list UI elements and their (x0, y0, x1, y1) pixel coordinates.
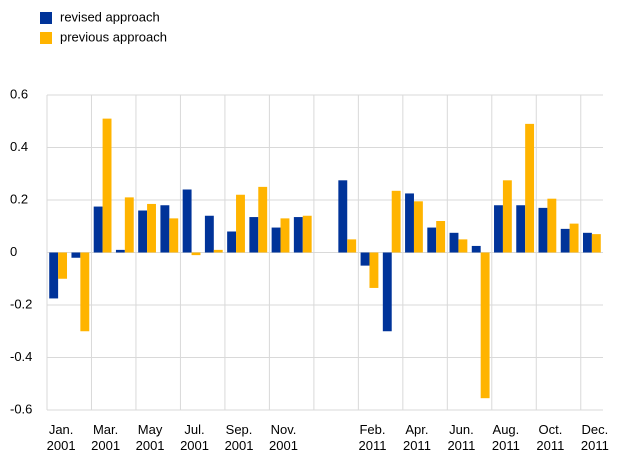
x-tick-label: Jun. 2011 (447, 422, 476, 453)
x-tick-label: Jan. 2001 (46, 422, 76, 453)
bar (147, 203, 156, 253)
bar (302, 215, 312, 253)
bar (138, 210, 148, 253)
bar (547, 198, 557, 253)
bar (413, 201, 423, 253)
bar (71, 252, 81, 258)
x-tick-label: Aug. 2011 (491, 422, 520, 453)
bar (204, 215, 214, 253)
bar (458, 239, 468, 253)
bar (293, 217, 303, 253)
bar (582, 232, 592, 253)
bar (391, 190, 401, 253)
x-tick-label: Oct. 2011 (536, 422, 565, 453)
bar (191, 252, 201, 256)
bar (169, 218, 179, 253)
x-tick-label: Dec. 2011 (580, 422, 609, 453)
bar (227, 231, 237, 253)
bar (591, 234, 601, 253)
bar (560, 228, 570, 253)
bar (569, 223, 579, 253)
bar (449, 232, 459, 253)
y-tick-label: 0.4 (10, 139, 28, 154)
y-tick-label: 0 (10, 244, 17, 259)
bar (280, 218, 290, 253)
bar (115, 249, 125, 253)
bar (258, 186, 268, 253)
bar (360, 252, 370, 266)
bar (249, 217, 259, 253)
bar (93, 206, 103, 253)
bar (338, 180, 348, 253)
bar (427, 227, 437, 253)
bar (525, 123, 535, 253)
bar (347, 239, 357, 253)
legend-swatch (40, 12, 52, 24)
bar (436, 221, 446, 253)
bar (480, 252, 490, 399)
x-tick-label: May 2001 (135, 422, 165, 453)
bar (124, 197, 134, 253)
x-tick-label: Sep. 2001 (224, 422, 254, 453)
legend-label: previous approach (60, 29, 167, 44)
bar (80, 252, 90, 332)
bar (494, 205, 503, 253)
bar (516, 205, 526, 253)
legend-label: revised approach (60, 9, 160, 24)
bar (49, 252, 59, 299)
bar (160, 205, 170, 253)
y-tick-label: 0.6 (10, 86, 28, 101)
bar (405, 193, 414, 253)
x-tick-label: Apr. 2011 (402, 422, 431, 453)
x-tick-label: Jul. 2001 (180, 422, 209, 453)
x-tick-label: Mar. 2001 (91, 422, 121, 453)
bar (471, 245, 481, 253)
y-tick-label: 0.2 (10, 191, 28, 206)
y-tick-label: -0.2 (10, 296, 32, 311)
bar (271, 227, 281, 253)
bar (213, 249, 223, 253)
bar (58, 252, 68, 279)
bar (502, 180, 512, 253)
bar (102, 118, 112, 253)
bar (236, 194, 245, 253)
legend-swatch (40, 32, 52, 44)
y-tick-label: -0.4 (10, 349, 32, 364)
bar (538, 207, 548, 253)
x-tick-label: Feb. 2011 (358, 422, 387, 453)
y-tick-label: -0.6 (10, 401, 32, 416)
bar (382, 252, 392, 332)
bar (182, 189, 192, 253)
bar (369, 252, 379, 288)
x-tick-label: Nov. 2001 (269, 422, 298, 453)
